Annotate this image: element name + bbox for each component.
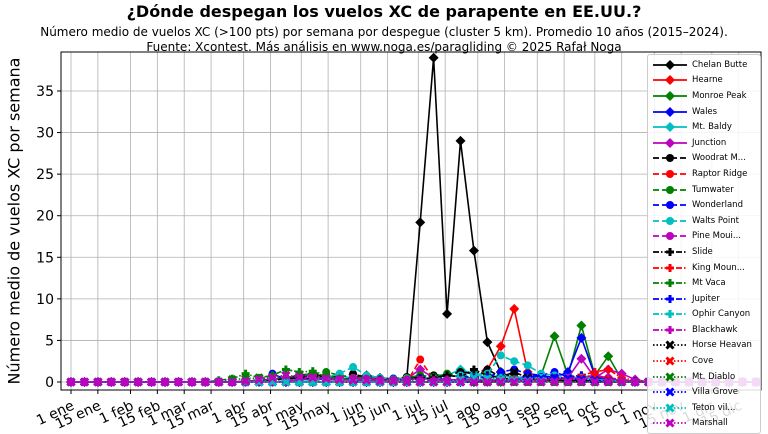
legend-item: Pine Moui... xyxy=(648,229,760,245)
legend-label: Mt. Baldy xyxy=(692,122,732,133)
legend-swatch-icon xyxy=(653,90,687,101)
legend-label: Chelan Butte xyxy=(692,59,748,70)
legend-item: King Moun... xyxy=(648,260,760,276)
legend-label: Monroe Peak xyxy=(692,90,747,101)
legend-item: Jupiter xyxy=(648,291,760,307)
legend-item: Cove xyxy=(648,353,760,369)
legend-swatch-icon xyxy=(653,154,687,163)
legend-item: Chelan Butte xyxy=(648,57,760,73)
legend-item: Marshall xyxy=(648,416,760,432)
legend-label: Cove xyxy=(692,356,714,367)
legend-item: Teton vil... xyxy=(648,400,760,416)
legend-item: Mt. Baldy xyxy=(648,119,760,135)
y-tick-label: 25 xyxy=(36,167,54,183)
legend-label: Tumwater xyxy=(692,184,734,195)
legend-label: Marshall xyxy=(692,418,728,429)
legend-swatch-icon xyxy=(653,387,687,397)
legend-label: Junction xyxy=(692,137,727,148)
legend-swatch-icon xyxy=(653,294,687,303)
legend-swatch-icon xyxy=(653,201,687,210)
legend-item: Slide xyxy=(648,244,760,260)
legend-item: Villa Grove xyxy=(648,384,760,400)
legend-label: Wonderland xyxy=(692,200,743,211)
chart-source: Fuente: Xcontest. Más análisis en www.no… xyxy=(146,40,622,54)
legend-item: Woodrat M... xyxy=(648,151,760,167)
legend-label: Pine Moui... xyxy=(692,231,742,242)
legend-item: Wales xyxy=(648,104,760,120)
legend-label: Ophir Canyon xyxy=(692,309,751,320)
legend-label: Horse Heavan xyxy=(692,340,752,351)
legend-swatch-icon xyxy=(653,232,687,241)
legend-item: Mt Vaca xyxy=(648,275,760,291)
legend-label: Jupiter xyxy=(692,293,720,304)
legend-item: Monroe Peak xyxy=(648,88,760,104)
y-axis: 0 5 10 15 20 25 30 35 xyxy=(36,84,61,391)
legend-swatch-icon xyxy=(653,340,687,351)
legend-item: Horse Heavan xyxy=(648,338,760,354)
legend-item: Raptor Ridge xyxy=(648,166,760,182)
legend-item: Hearne xyxy=(648,73,760,89)
legend-swatch-icon xyxy=(653,169,687,178)
plot-frame xyxy=(60,51,762,391)
legend-swatch-icon xyxy=(653,325,687,334)
legend-label: Raptor Ridge xyxy=(692,168,748,179)
y-tick-label: 35 xyxy=(36,84,54,100)
legend-swatch-icon xyxy=(653,263,687,272)
legend-item: Walts Point xyxy=(648,213,760,229)
y-tick-label: 10 xyxy=(36,292,54,308)
legend-item: Blackhawk xyxy=(648,322,760,338)
legend-label: Teton vil... xyxy=(692,402,736,413)
legend-swatch-icon xyxy=(653,403,687,413)
legend-item: Ophir Canyon xyxy=(648,307,760,323)
legend-swatch-icon xyxy=(653,356,687,366)
chart-legend: Chelan Butte Hearne Monroe Peak Wales Mt. Ba… xyxy=(647,54,761,434)
legend-swatch-icon xyxy=(653,137,687,148)
legend-swatch-icon xyxy=(653,75,687,86)
legend-label: Mt. Diablo xyxy=(692,371,736,382)
legend-swatch-icon xyxy=(653,122,687,133)
legend-item: Wonderland xyxy=(648,197,760,213)
legend-label: Walts Point xyxy=(692,215,739,226)
y-tick-label: 0 xyxy=(45,375,54,391)
y-tick-label: 20 xyxy=(36,209,54,225)
chart-subtitle: Número medio de vuelos XC (>100 pts) por… xyxy=(40,25,728,39)
legend-label: Hearne xyxy=(692,75,723,86)
y-tick-label: 15 xyxy=(36,250,54,266)
legend-swatch-icon xyxy=(653,59,687,70)
legend-item: Junction xyxy=(648,135,760,151)
chart-title: ¿Dónde despegan los vuelos XC de parapen… xyxy=(126,2,642,21)
legend-swatch-icon xyxy=(653,310,687,319)
y-tick-label: 5 xyxy=(45,333,54,349)
legend-swatch-icon xyxy=(653,185,687,194)
legend-label: Slide xyxy=(692,246,713,257)
legend-swatch-icon xyxy=(653,372,687,382)
legend-label: Blackhawk xyxy=(692,324,738,335)
y-tick-label: 30 xyxy=(36,126,54,142)
legend-swatch-icon xyxy=(653,106,687,117)
legend-swatch-icon xyxy=(653,247,687,256)
legend-label: Mt Vaca xyxy=(692,278,726,289)
legend-label: Woodrat M... xyxy=(692,153,746,164)
legend-swatch-icon xyxy=(653,279,687,288)
legend-label: Wales xyxy=(692,106,718,117)
legend-item: Tumwater xyxy=(648,182,760,198)
legend-swatch-icon xyxy=(653,216,687,225)
legend-label: Villa Grove xyxy=(692,387,738,398)
legend-label: King Moun... xyxy=(692,262,745,273)
legend-item: Mt. Diablo xyxy=(648,369,760,385)
legend-swatch-icon xyxy=(653,418,687,429)
